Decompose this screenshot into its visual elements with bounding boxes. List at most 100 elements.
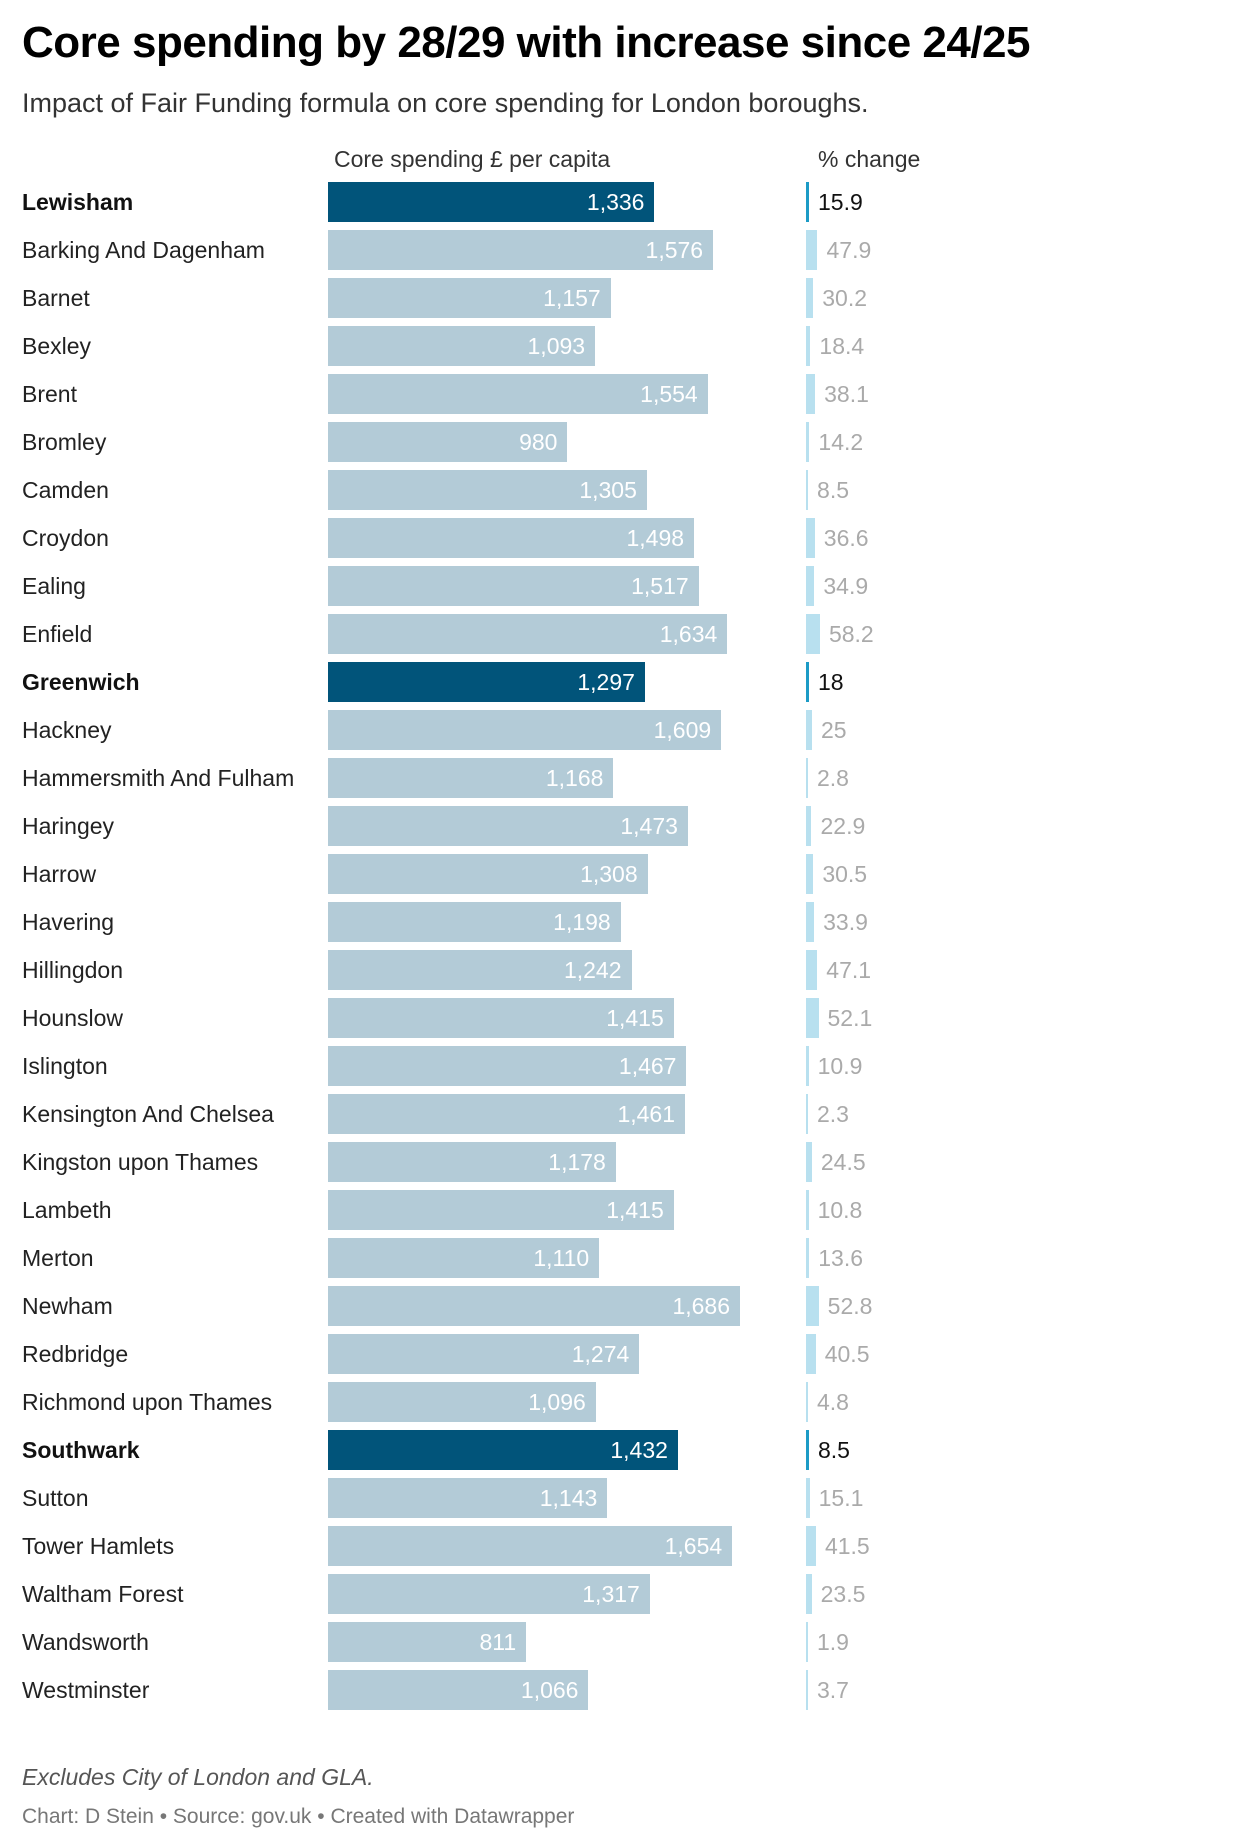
- pct-change-value-label: 18.4: [819, 333, 865, 359]
- spending-value-label: 1,634: [659, 621, 718, 647]
- pct-change-bar: [806, 710, 812, 750]
- chart-row: Camden 1,305 8.5: [0, 470, 1240, 510]
- category-label: Enfield: [22, 621, 93, 647]
- pct-change-bar: [806, 278, 814, 318]
- column-header-pct-change: % change: [818, 146, 921, 172]
- spending-bar: 1,157: [328, 278, 611, 318]
- chart-row: Havering 1,198 33.9: [0, 902, 1240, 942]
- spending-bar: 1,317: [328, 1574, 650, 1614]
- category-label: Greenwich: [22, 669, 140, 695]
- spending-bar: 1,274: [328, 1334, 640, 1374]
- pct-change-value-label: 34.9: [823, 573, 869, 599]
- chart-row: Greenwich 1,297 18: [0, 662, 1240, 702]
- pct-change-value-label: 41.5: [824, 1533, 870, 1559]
- pct-change-bar: [806, 614, 820, 654]
- category-label: Bexley: [22, 333, 92, 359]
- category-label: Brent: [22, 381, 77, 407]
- category-label: Ealing: [22, 573, 86, 599]
- footer-note: Excludes City of London and GLA.: [22, 1764, 374, 1790]
- spending-bar: 1,576: [328, 230, 714, 270]
- chart-row: Croydon 1,498 36.6: [0, 518, 1240, 558]
- pct-change-bar: [806, 1286, 819, 1326]
- spending-bar: 1,415: [328, 998, 674, 1038]
- chart-row: Tower Hamlets 1,654 41.5: [0, 1526, 1240, 1566]
- category-label: Merton: [22, 1245, 94, 1271]
- category-label: Islington: [22, 1053, 108, 1079]
- chart-row: Kensington And Chelsea 1,461 2.3: [0, 1094, 1240, 1134]
- chart-row: Hounslow 1,415 52.1: [0, 998, 1240, 1038]
- spending-value-label: 1,473: [620, 813, 678, 839]
- spending-value-label: 1,467: [618, 1053, 677, 1079]
- category-label: Southwark: [22, 1437, 140, 1463]
- pct-change-value-label: 33.9: [823, 909, 868, 935]
- pct-change-bar: [806, 854, 814, 894]
- pct-change-value-label: 14.2: [818, 429, 864, 455]
- pct-change-bar: [806, 998, 819, 1038]
- pct-change-bar: [806, 1430, 809, 1470]
- category-label: Kensington And Chelsea: [22, 1101, 274, 1127]
- spending-value-label: 1,168: [545, 765, 604, 791]
- pct-change-bar: [806, 1526, 816, 1566]
- pct-change-bar: [806, 1094, 808, 1134]
- chart-row: Hackney 1,609 25: [0, 710, 1240, 750]
- spending-value-label: 1,317: [582, 1581, 640, 1607]
- chart-row: Kingston upon Thames 1,178 24.5: [0, 1142, 1240, 1182]
- category-label: Hammersmith And Fulham: [22, 765, 295, 791]
- pct-change-value-label: 10.9: [817, 1053, 863, 1079]
- spending-value-label: 1,654: [664, 1533, 723, 1559]
- category-label: Sutton: [22, 1485, 89, 1511]
- pct-change-bar: [806, 518, 815, 558]
- chart-row: Newham 1,686 52.8: [0, 1286, 1240, 1326]
- spending-bar: 1,096: [328, 1382, 596, 1422]
- pct-change-bar: [806, 326, 811, 366]
- footer-credit: Chart: D Stein • Source: gov.uk • Create…: [22, 1805, 575, 1828]
- spending-value-label: 1,096: [528, 1389, 586, 1415]
- pct-change-value-label: 47.9: [826, 237, 872, 263]
- spending-bar: 1,634: [328, 614, 728, 654]
- pct-change-bar: [806, 662, 809, 702]
- spending-bar: 1,168: [328, 758, 614, 798]
- chart-row: Barking And Dagenham 1,576 47.9: [0, 230, 1240, 270]
- chart-row: Haringey 1,473 22.9: [0, 806, 1240, 846]
- pct-change-bar: [806, 806, 812, 846]
- spending-bar: 1,498: [328, 518, 695, 558]
- category-label: Lambeth: [22, 1197, 112, 1223]
- chart-row: Hammersmith And Fulham 1,168 2.8: [0, 758, 1240, 798]
- category-label: Barnet: [22, 285, 90, 311]
- category-label: Havering: [22, 909, 115, 935]
- spending-value-label: 1,308: [580, 861, 638, 887]
- chart-row: Southwark 1,432 8.5: [0, 1430, 1240, 1470]
- spending-value-label: 1,686: [672, 1293, 730, 1319]
- spending-bar: 1,110: [328, 1238, 600, 1278]
- spending-bar: 1,432: [328, 1430, 678, 1470]
- chart-row: Merton 1,110 13.6: [0, 1238, 1240, 1278]
- spending-value-label: 1,110: [533, 1245, 590, 1271]
- category-label: Hackney: [22, 717, 112, 743]
- pct-change-bar: [806, 1190, 809, 1230]
- pct-change-value-label: 40.5: [824, 1341, 870, 1367]
- pct-change-value-label: 52.8: [827, 1293, 873, 1319]
- pct-change-bar: [806, 758, 808, 798]
- chart-row: Lambeth 1,415 10.8: [0, 1190, 1240, 1230]
- pct-change-value-label: 10.8: [817, 1197, 863, 1223]
- pct-change-value-label: 8.5: [818, 1437, 850, 1463]
- pct-change-value-label: 22.9: [820, 813, 866, 839]
- spending-value-label: 1,336: [586, 189, 645, 215]
- pct-change-value-label: 23.5: [820, 1581, 866, 1607]
- category-label: Richmond upon Thames: [22, 1389, 273, 1415]
- chart-row: Harrow 1,308 30.5: [0, 854, 1240, 894]
- category-label: Barking And Dagenham: [22, 237, 265, 263]
- spending-value-label: 1,198: [553, 909, 611, 935]
- pct-change-value-label: 24.5: [820, 1149, 866, 1175]
- pct-change-bar: [806, 902, 815, 942]
- spending-bar: 1,461: [328, 1094, 686, 1134]
- spending-value-label: 1,157: [543, 285, 601, 311]
- pct-change-value-label: 38.1: [824, 381, 869, 407]
- pct-change-bar: [806, 1334, 816, 1374]
- chart-row: Ealing 1,517 34.9: [0, 566, 1240, 606]
- pct-change-value-label: 1.9: [817, 1629, 849, 1655]
- spending-bar: 1,554: [328, 374, 708, 414]
- spending-bar: 1,198: [328, 902, 621, 942]
- pct-change-bar: [806, 1478, 810, 1518]
- spending-bar: 1,066: [328, 1670, 589, 1710]
